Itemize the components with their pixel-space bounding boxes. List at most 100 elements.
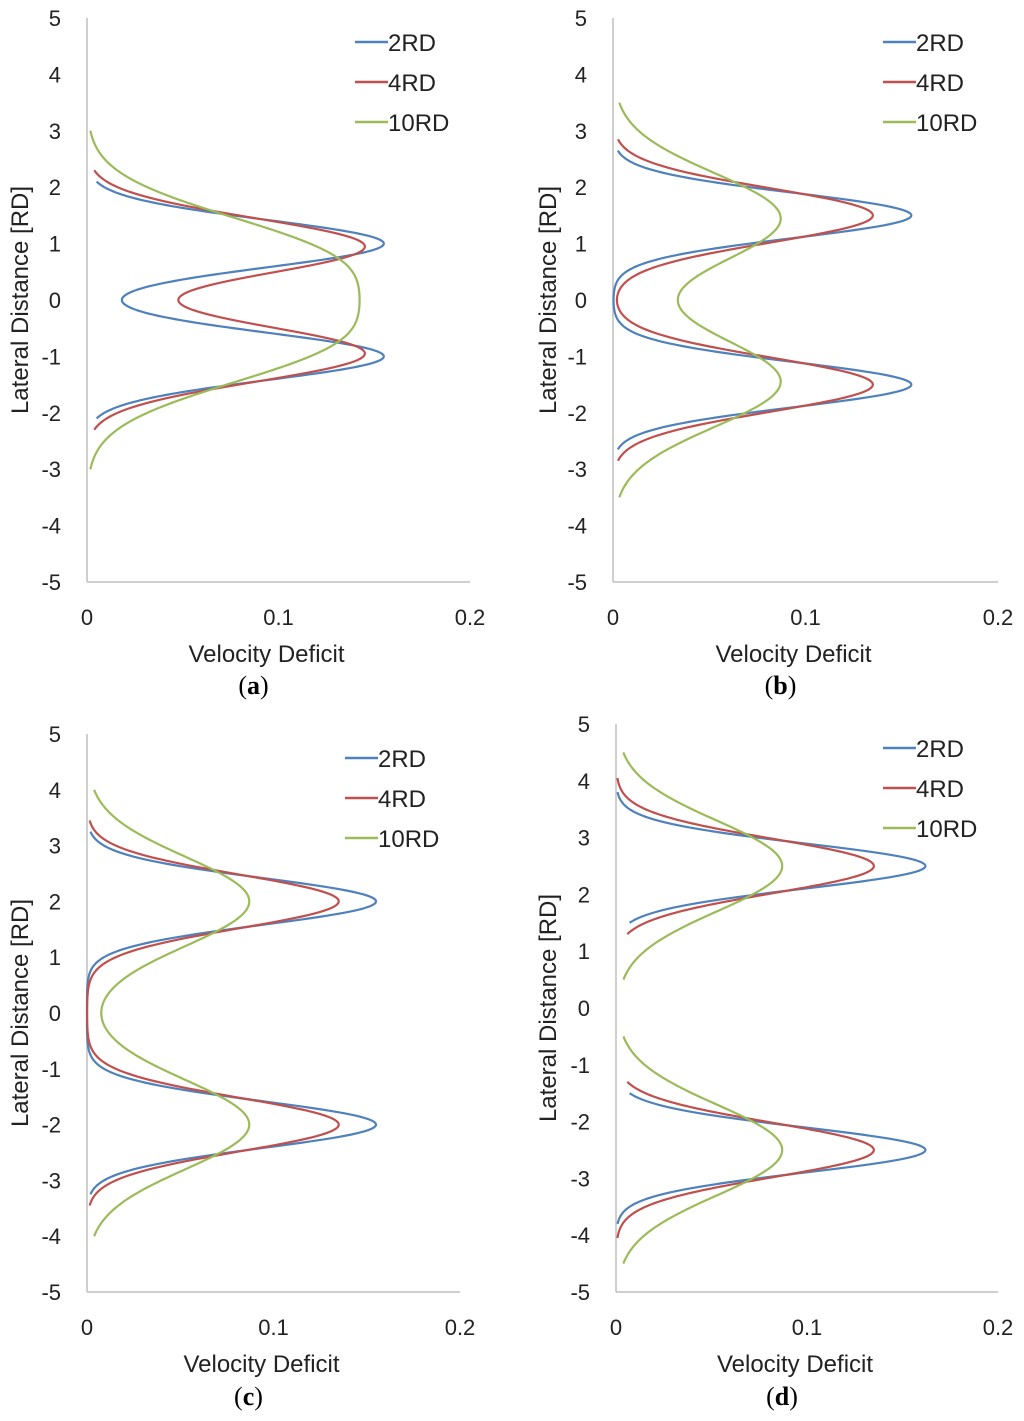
x-axis-title: Velocity Deficit	[183, 1351, 339, 1378]
y-tick-label: 4	[49, 778, 61, 803]
y-tick-label: 1	[575, 232, 587, 257]
x-tick-label: 0.1	[263, 605, 294, 630]
x-tick-label: 0	[81, 1315, 93, 1340]
legend-label-4rd: 4RD	[378, 786, 426, 813]
y-tick-label: -5	[41, 1280, 61, 1305]
x-axis-title: Velocity Deficit	[188, 641, 344, 668]
y-tick-label: 4	[49, 62, 61, 87]
y-tick-label: -4	[570, 1223, 590, 1248]
y-tick-label: -4	[41, 514, 61, 539]
y-axis-title: Lateral Distance [RD]	[7, 899, 34, 1127]
x-axis-title: Velocity Deficit	[717, 1351, 873, 1378]
legend-label-10rd: 10RD	[916, 816, 977, 843]
x-tick-label: 0	[607, 605, 619, 630]
legend-label-10rd: 10RD	[916, 110, 977, 137]
y-tick-label: 3	[575, 119, 587, 144]
y-tick-label: -3	[570, 1166, 590, 1191]
y-tick-label: -5	[570, 1280, 590, 1305]
panel-caption: (a)	[238, 671, 268, 700]
y-tick-label: 0	[49, 1001, 61, 1026]
y-tick-label: 5	[49, 6, 61, 31]
y-tick-label: 3	[49, 119, 61, 144]
legend-label-10rd: 10RD	[388, 110, 449, 137]
y-tick-label: 0	[578, 996, 590, 1021]
y-axis-title: Lateral Distance [RD]	[535, 894, 562, 1122]
y-tick-label: -2	[41, 401, 61, 426]
panel-caption-letter: a	[247, 671, 260, 700]
legend-label-2rd: 2RD	[378, 746, 426, 773]
y-tick-label: -1	[567, 344, 587, 369]
y-tick-label: 1	[49, 232, 61, 257]
legend-label-4rd: 4RD	[916, 776, 964, 803]
y-tick-label: 3	[578, 826, 590, 851]
y-tick-label: -1	[41, 344, 61, 369]
series-line-2rd	[612, 149, 913, 451]
x-tick-label: 0.2	[455, 605, 486, 630]
y-tick-label: -2	[41, 1113, 61, 1138]
series-line-2rd	[85, 831, 378, 1195]
y-tick-label: -1	[41, 1057, 61, 1082]
y-tick-label: 5	[578, 712, 590, 737]
y-tick-label: 4	[575, 62, 587, 87]
chart-panel-a: 5 4 3 2 1 0 -1 -2 -3 -4 -5 0 0.1 0.2 Velocity Deficit L…	[7, 6, 485, 700]
legend-label-4rd: 4RD	[388, 70, 436, 97]
x-tick-label: 0.1	[258, 1315, 289, 1340]
y-tick-label: -5	[41, 570, 61, 595]
y-tick-label: -5	[567, 570, 587, 595]
y-tick-label: 1	[49, 945, 61, 970]
series-line-10rd	[93, 789, 251, 1237]
chart-panel-c: 5 4 3 2 1 0 -1 -2 -3 -4 -5 0 0.1 0.2 Velocity Deficit L…	[7, 722, 475, 1411]
legend-label-2rd: 2RD	[388, 30, 436, 57]
panel-caption: (b)	[765, 671, 797, 700]
x-tick-label: 0.1	[790, 605, 821, 630]
x-tick-label: 0.1	[792, 1315, 823, 1340]
x-tick-label: 0	[81, 605, 93, 630]
panel-caption-letter: d	[775, 1382, 790, 1411]
chart-panel-d: 5 4 3 2 1 0 -1 -2 -3 -4 -5 0 0.1 0.2 Velocity Deficit L…	[535, 712, 1013, 1411]
y-tick-label: -3	[41, 1168, 61, 1193]
legend-label-10rd: 10RD	[378, 826, 439, 853]
panel-caption-letter: b	[773, 671, 787, 700]
y-axis-title: Lateral Distance [RD]	[7, 186, 34, 414]
series-line-10rd	[622, 751, 784, 1265]
y-tick-label: 2	[575, 175, 587, 200]
series-line-2rd	[95, 180, 385, 420]
y-tick-label: 5	[575, 6, 587, 31]
panel-caption: (c)	[234, 1382, 263, 1411]
series-line-4rd	[85, 820, 340, 1206]
legend-label-4rd: 4RD	[916, 70, 964, 97]
y-tick-label: 2	[49, 175, 61, 200]
panel-caption-letter: c	[243, 1382, 255, 1411]
y-tick-label: 0	[49, 288, 61, 313]
y-tick-label: 0	[575, 288, 587, 313]
y-tick-label: 4	[578, 769, 590, 794]
x-tick-label: 0.2	[445, 1315, 476, 1340]
series-line-10rd	[89, 130, 361, 470]
series-line-10rd	[618, 102, 782, 498]
y-axis-title: Lateral Distance [RD]	[535, 186, 562, 414]
x-tick-label: 0.2	[983, 605, 1014, 630]
y-tick-label: 1	[578, 939, 590, 964]
y-tick-label: -4	[567, 514, 587, 539]
chart-panel-b: 5 4 3 2 1 0 -1 -2 -3 -4 -5 0 0.1 0.2 Velocity Deficit L…	[535, 6, 1013, 700]
x-tick-label: 0.2	[983, 1315, 1014, 1340]
y-tick-label: -1	[570, 1053, 590, 1078]
y-tick-label: -2	[567, 401, 587, 426]
series-line-4rd	[616, 777, 875, 1239]
y-tick-label: 5	[49, 722, 61, 747]
y-tick-label: -2	[570, 1110, 590, 1135]
y-tick-label: -3	[567, 457, 587, 482]
y-tick-label: -3	[41, 457, 61, 482]
series-line-2rd	[616, 791, 927, 1225]
y-tick-label: 2	[49, 889, 61, 914]
series-line-4rd	[93, 169, 366, 431]
y-tick-label: 2	[578, 882, 590, 907]
x-axis-title: Velocity Deficit	[715, 641, 871, 668]
x-tick-label: 0	[610, 1315, 622, 1340]
series-line-4rd	[615, 138, 874, 462]
legend-label-2rd: 2RD	[916, 736, 964, 763]
panel-caption: (d)	[766, 1382, 798, 1411]
legend-label-2rd: 2RD	[916, 30, 964, 57]
y-tick-label: 3	[49, 834, 61, 859]
